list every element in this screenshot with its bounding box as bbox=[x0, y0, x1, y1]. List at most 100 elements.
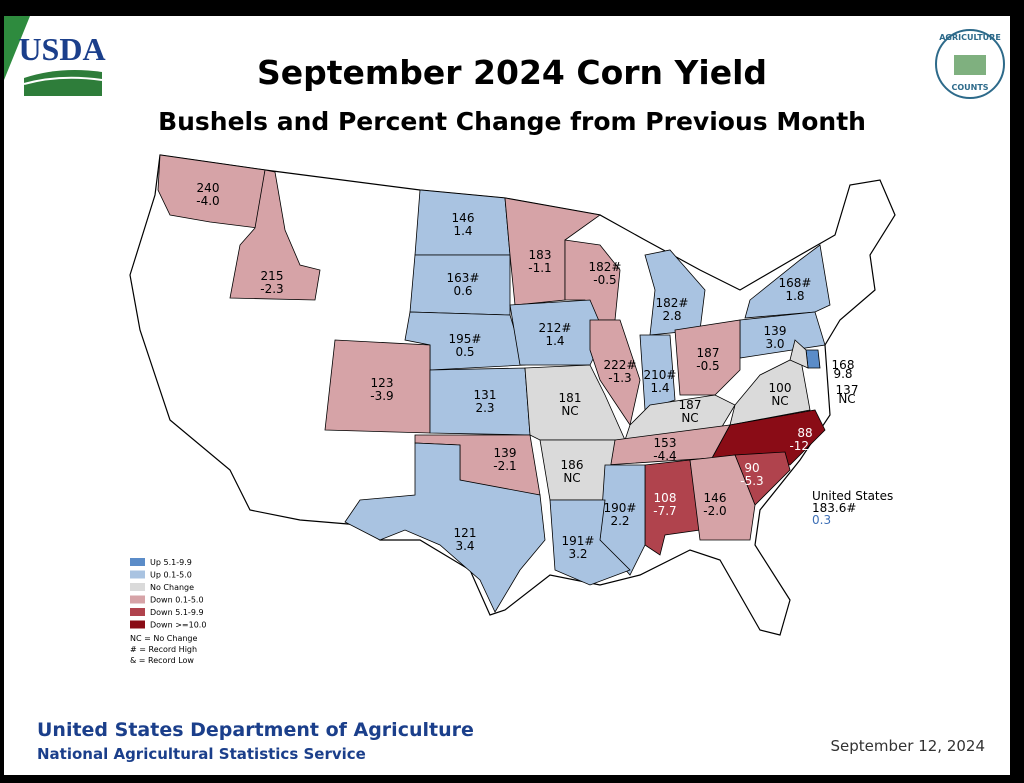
state-yield: 90 bbox=[744, 461, 759, 475]
legend-swatch bbox=[130, 558, 145, 566]
state-change: -7.7 bbox=[653, 504, 676, 518]
state-change: -2.3 bbox=[260, 282, 283, 296]
legend: Up 5.1-9.9 Up 0.1-5.0 No Change Down 0.1-5.… bbox=[130, 558, 206, 665]
subtitle: Bushels and Percent Change from Previous… bbox=[158, 107, 866, 136]
legend-note: & = Record Low bbox=[130, 656, 194, 665]
state-change: 2.2 bbox=[610, 514, 629, 528]
state-yield: 139 bbox=[494, 446, 517, 460]
state-change: NC bbox=[771, 394, 788, 408]
state-yield: 240 bbox=[197, 181, 220, 195]
state-yield: 123 bbox=[371, 376, 394, 390]
legend-label: No Change bbox=[150, 583, 194, 592]
state-change: 2.8 bbox=[662, 309, 681, 323]
footer-date: September 12, 2024 bbox=[831, 737, 985, 755]
legend-label: Down 5.1-9.9 bbox=[150, 608, 204, 617]
state-change: -1.3 bbox=[608, 371, 631, 385]
state-change: 3.4 bbox=[455, 539, 474, 553]
badge-top: AGRICULTURE bbox=[939, 33, 1001, 42]
state-yield: 215 bbox=[261, 269, 284, 283]
national-yield: 183.6# bbox=[812, 501, 856, 515]
legend-swatch bbox=[130, 620, 145, 629]
state-change: 3.0 bbox=[765, 337, 784, 351]
state-change: 1.4 bbox=[453, 224, 472, 238]
state-change: 9.8 bbox=[833, 367, 852, 381]
title: September 2024 Corn Yield bbox=[257, 53, 767, 92]
state-shape bbox=[229, 169, 321, 301]
state-change: 0.5 bbox=[455, 345, 474, 359]
state-yield: 100 bbox=[769, 381, 792, 395]
legend-note: # = Record High bbox=[130, 645, 197, 654]
state-shape bbox=[789, 339, 809, 369]
state-change: -4.0 bbox=[196, 194, 219, 208]
state-yield: 186 bbox=[561, 458, 584, 472]
state-yield: 187 bbox=[679, 398, 702, 412]
state-yield: 191# bbox=[562, 534, 595, 548]
state-yield: 137 bbox=[836, 383, 859, 397]
state-shape bbox=[549, 499, 631, 586]
badge-field bbox=[954, 55, 986, 75]
state-yield: 182# bbox=[589, 260, 622, 274]
state-yield: 187 bbox=[697, 346, 720, 360]
state-shape bbox=[589, 319, 641, 427]
state-change: NC bbox=[561, 404, 578, 418]
state-yield: 168# bbox=[779, 276, 812, 290]
footer-agency: United States Department of Agriculture bbox=[37, 719, 474, 741]
logo-swoosh-line bbox=[23, 76, 103, 85]
state-yield: 182# bbox=[656, 296, 689, 310]
legend-note: NC = No Change bbox=[130, 634, 197, 643]
legend-label: Up 5.1-9.9 bbox=[150, 558, 192, 567]
state-shape bbox=[689, 454, 756, 541]
state-change: 1.4 bbox=[545, 334, 564, 348]
state-yield: 183 bbox=[529, 248, 552, 262]
state-yield: 212# bbox=[539, 321, 572, 335]
state-change: 2.3 bbox=[475, 401, 494, 415]
logo-text: USDA bbox=[18, 31, 105, 67]
state-change: -2.1 bbox=[493, 459, 516, 473]
state-yield: 131 bbox=[474, 388, 497, 402]
state-yield: 146 bbox=[452, 211, 475, 225]
legend-label: Up 0.1-5.0 bbox=[150, 571, 192, 580]
legend-swatch bbox=[130, 583, 145, 591]
legend-swatch bbox=[130, 608, 145, 616]
legend-swatch bbox=[130, 595, 145, 604]
state-shape bbox=[729, 354, 811, 426]
state-change: NC bbox=[838, 392, 855, 406]
state-yield: 163# bbox=[447, 271, 480, 285]
state-change: 1.8 bbox=[785, 289, 804, 303]
legend-swatch bbox=[130, 570, 145, 579]
state-yield: 210# bbox=[644, 368, 677, 382]
state-change: NC bbox=[563, 471, 580, 485]
state-yield: 88 bbox=[797, 426, 812, 440]
state-change: -2.0 bbox=[703, 504, 726, 518]
state-change: 1.4 bbox=[650, 381, 669, 395]
badge-bottom: COUNTS bbox=[951, 83, 988, 92]
state-yield: 181 bbox=[559, 391, 582, 405]
state-yield: 190# bbox=[604, 501, 637, 515]
legend-label: Down >=10.0 bbox=[150, 621, 206, 630]
usda-logo: USDA bbox=[18, 31, 106, 96]
state-shape bbox=[674, 319, 741, 396]
footer-service: National Agricultural Statistics Service bbox=[37, 745, 366, 763]
state-change: -5.3 bbox=[740, 474, 763, 488]
state-yield: 153 bbox=[654, 436, 677, 450]
state-change: -0.5 bbox=[593, 273, 616, 287]
national-change: 0.3 bbox=[812, 513, 831, 527]
state-change: -1.1 bbox=[528, 261, 551, 275]
state-change: NC bbox=[681, 411, 698, 425]
state-yield: 222# bbox=[604, 358, 637, 372]
state-yield: 146 bbox=[704, 491, 727, 505]
state-change: 3.2 bbox=[568, 547, 587, 561]
badge: AGRICULTURE COUNTS bbox=[935, 29, 1005, 99]
national-label: United States bbox=[812, 489, 893, 503]
legend-label: Down 0.1-5.0 bbox=[150, 596, 204, 605]
state-shape bbox=[639, 334, 676, 411]
corner-accent bbox=[4, 16, 30, 80]
state-change: -12.0 bbox=[789, 439, 820, 453]
state-change: -0.5 bbox=[696, 359, 719, 373]
state-change: 0.6 bbox=[453, 284, 472, 298]
state-yield: 195# bbox=[449, 332, 482, 346]
state-yield: 168 bbox=[832, 358, 855, 372]
